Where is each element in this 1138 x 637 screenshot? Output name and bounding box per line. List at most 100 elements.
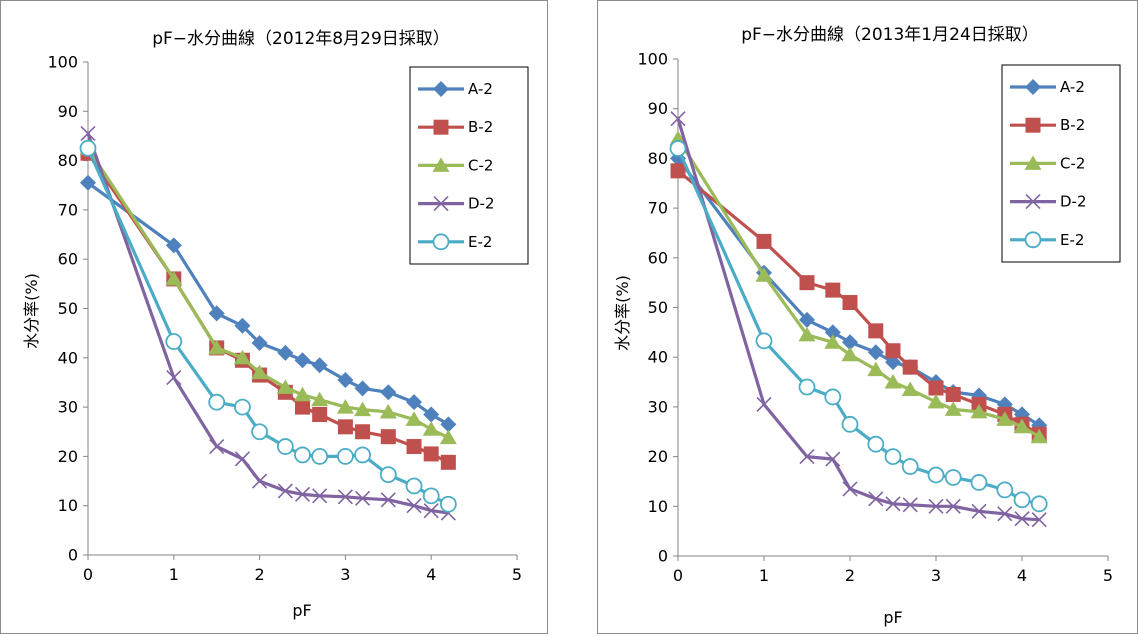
y-tick-label: 0 (68, 546, 78, 565)
series-b-2-point (406, 439, 422, 455)
series-d-2-point (406, 498, 422, 514)
series-e-2-point (439, 495, 457, 513)
series-c-2-point (233, 349, 251, 365)
series-e-2-point (841, 415, 859, 433)
series-a-2-point (440, 416, 457, 433)
series-d-2-point (842, 481, 858, 497)
legend-item-a-2-marker (433, 81, 449, 97)
series-e-2-point (1030, 495, 1048, 513)
legend-item-e-2-label: E-2 (468, 233, 492, 251)
series-e-2-point (884, 448, 902, 466)
series-c-2-point (970, 403, 988, 419)
series-e-2-point (996, 481, 1014, 499)
series-e-2-point (669, 140, 687, 157)
legend-item-c-2-marker (432, 157, 450, 172)
series-a-2-point (824, 324, 841, 341)
series-a-2-point (294, 352, 311, 369)
series-b-2-point (380, 429, 396, 445)
x-tick-label: 0 (83, 565, 93, 584)
series-b-2-point (945, 386, 961, 402)
legend-item-b-2-label: B-2 (468, 118, 493, 136)
legend: A-2 B-2 C-2 D-2 E-2 (1001, 64, 1121, 263)
chart-title: pF−水分曲線（2013年1月24日採取） (741, 25, 1039, 45)
series-d-2-point (423, 503, 439, 519)
series-b-2-point (928, 380, 944, 396)
series-d-2-point (1031, 512, 1047, 528)
series-d-2-point (902, 497, 918, 513)
x-axis-label: pF (292, 601, 311, 620)
series-e-2-point (798, 378, 816, 396)
y-tick-label: 40 (648, 348, 668, 367)
series-d-2-point (825, 451, 841, 467)
series-c-2-point (439, 429, 457, 445)
series-b-2-point (312, 406, 328, 422)
series-e-2-point (251, 423, 269, 441)
series-e-2-point (79, 139, 97, 157)
series-a-2-point (423, 406, 440, 423)
series-d-2-group (80, 125, 456, 521)
x-tick-label: 1 (169, 565, 179, 584)
series-d-2-point (277, 483, 293, 499)
series-e-2-point (970, 474, 988, 491)
series-e-2-point (422, 487, 440, 505)
series-e-2-point (208, 393, 226, 411)
x-tick-label: 4 (1017, 566, 1027, 585)
series-e-2-point (405, 477, 423, 495)
chart-2013-svg: pF−水分曲線（2013年1月24日採取） 010203040506070809… (613, 25, 1121, 627)
y-tick-label: 10 (648, 497, 668, 516)
legend-item-d-2-label: D-2 (1060, 193, 1087, 211)
series-d-2-point (868, 491, 884, 507)
series-a-2-point (406, 394, 423, 411)
x-tick-label: 0 (673, 566, 683, 585)
x-tick-label: 5 (1103, 566, 1113, 585)
x-tick-label: 4 (426, 565, 436, 584)
series-d-2-point (166, 369, 182, 386)
series-d-2-point (997, 506, 1013, 522)
series-b-2-point (756, 233, 772, 249)
series-b-2-point (868, 323, 884, 339)
series-e-2-point (379, 466, 397, 484)
series-e-2-point (276, 438, 294, 455)
series-a-2-point (165, 237, 182, 254)
series-d-2-point (928, 498, 944, 514)
series-d-2-point (380, 492, 396, 508)
chart-panel-2012: pF−水分曲線（2012年8月29日採取） 0 10 20 30 40 50 60 70 80 9… (0, 0, 548, 634)
series-c-2-point (405, 411, 423, 426)
series-e-2-group (669, 140, 1048, 513)
chart-2012-svg: pF−水分曲線（2012年8月29日採取） 010203040506070809… (22, 29, 529, 620)
legend-item-e-2-label: E-2 (1060, 231, 1084, 249)
series-c-2-point (996, 411, 1014, 426)
y-tick-label: 40 (58, 348, 78, 367)
legend-item-b-2-label: B-2 (1060, 116, 1085, 134)
series-b-2-point (295, 399, 310, 415)
y-axis-label: 水分率(%) (613, 275, 632, 351)
series-d-2-point (1014, 511, 1030, 527)
chart-panel-2013: pF−水分曲線（2013年1月24日採取） 0 10 20 30 40 50 60 70 80 9… (597, 0, 1138, 634)
series-d-2-point (209, 438, 225, 455)
series-b-2-point (355, 424, 371, 440)
series-c-2-line (676, 137, 1040, 439)
series-c-2-point (294, 386, 311, 402)
series-d-2-point (756, 396, 772, 412)
y-tick-label: 10 (58, 496, 78, 515)
series-b-2-point (825, 282, 841, 298)
series-d-2-point (885, 496, 901, 512)
series-b-2-point (902, 359, 918, 375)
y-tick-label: 90 (648, 99, 668, 118)
series-a-2-line (87, 181, 450, 426)
series-b-2-point (670, 163, 686, 179)
legend-item-e-2-marker (432, 233, 450, 251)
series-e-2-point (824, 388, 842, 406)
legend-item-d-2-marker (433, 196, 449, 212)
series-b-2-point (799, 275, 815, 291)
x-tick-label: 2 (255, 565, 265, 584)
series-c-2-group (669, 130, 1048, 444)
series-a-2-point (277, 344, 294, 361)
y-tick-label: 0 (658, 547, 668, 566)
series-c-2-group (79, 140, 457, 445)
x-tick-label: 2 (845, 566, 855, 585)
x-tick-label: 5 (512, 565, 522, 584)
legend-item-b-2-marker (1025, 117, 1041, 133)
legend-item-b-2-marker (433, 119, 449, 135)
y-tick-label: 50 (648, 298, 668, 317)
